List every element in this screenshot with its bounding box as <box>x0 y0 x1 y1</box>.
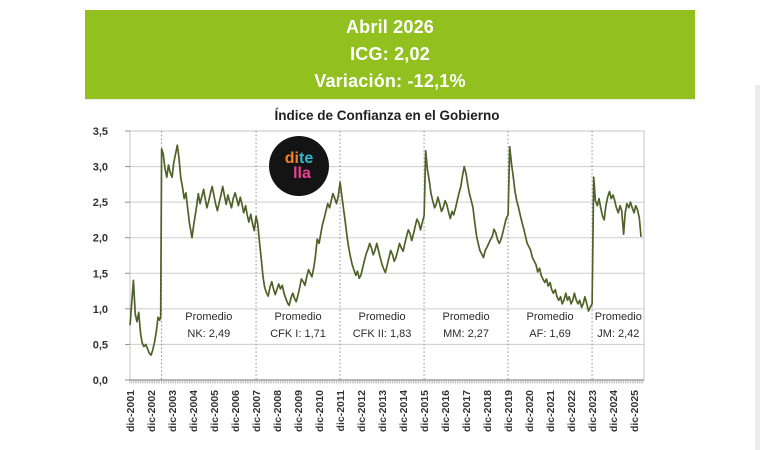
y-tick-label: 1,5 <box>93 268 108 280</box>
x-tick-label: dic-2004 <box>188 390 200 432</box>
x-axis-labels: dic-2001 dic-2002 dic-2003 dic-2004 dic-2005… <box>125 390 641 432</box>
x-tick-label: dic-2008 <box>272 390 284 432</box>
x-tick-label: dic-2022 <box>566 390 578 432</box>
logo-text-lla: lla <box>293 165 311 182</box>
x-tick-label: dic-2021 <box>545 390 557 432</box>
logo-text-di: di <box>284 150 299 167</box>
promedio-label: Promedio <box>275 311 322 323</box>
promedio-label: Promedio <box>185 311 232 323</box>
promedio-value: AF: 1,69 <box>529 328 571 340</box>
x-tick-label: dic-2024 <box>608 390 620 432</box>
promedio-label: Promedio <box>443 311 490 323</box>
y-tick-label: 1,0 <box>93 304 108 316</box>
y-tick-label: 0,0 <box>93 375 108 387</box>
ditella-logo: dite lla <box>269 136 329 196</box>
chart-title: Índice de Confianza en el Gobierno <box>274 108 500 123</box>
period-average-annotations: Promedio NK: 2,49 Promedio CFK I: 1,71 Prome… <box>185 311 642 340</box>
header-banner: Abril 2026 ICG: 2,02 Variación: -12,1% <box>85 10 695 99</box>
x-tick-label: dic-2023 <box>587 390 599 432</box>
period-separators <box>161 131 593 380</box>
promedio-label: Promedio <box>595 311 642 323</box>
plot-border <box>129 130 645 381</box>
promedio-value: MM: 2,27 <box>443 328 489 340</box>
header-variation: Variación: -12,1% <box>314 71 466 91</box>
icg-series-line <box>129 144 642 356</box>
y-tick-label: 0,5 <box>93 339 108 351</box>
x-tick-label: dic-2003 <box>167 390 179 432</box>
y-tick-label: 2,5 <box>93 197 108 209</box>
x-tick-label: dic-2025 <box>629 390 641 432</box>
y-axis-ticks <box>125 130 130 381</box>
y-tick-label: 3,5 <box>93 126 108 138</box>
x-tick-label: dic-2013 <box>377 390 389 432</box>
window-edge-strip <box>755 85 760 450</box>
promedio-value: CFK I: 1,71 <box>270 328 326 340</box>
x-tick-label: dic-2020 <box>524 390 536 432</box>
x-tick-label: dic-2006 <box>230 390 242 432</box>
x-tick-label: dic-2002 <box>146 390 158 432</box>
x-tick-label: dic-2001 <box>125 390 137 432</box>
y-tick-label: 2,0 <box>93 233 108 245</box>
promedio-label: Promedio <box>527 311 574 323</box>
header-icg-value: ICG: 2,02 <box>350 44 430 64</box>
x-tick-label: dic-2011 <box>335 390 347 432</box>
x-tick-label: dic-2005 <box>209 390 221 432</box>
x-tick-label: dic-2018 <box>482 390 494 432</box>
promedio-value: CFK II: 1,83 <box>353 328 412 340</box>
logo-text-te: te <box>298 150 314 167</box>
promedio-value: JM: 2,42 <box>597 328 639 340</box>
y-axis-labels: 0,0 0,5 1,0 1,5 2,0 2,5 3,0 3,5 <box>93 126 108 387</box>
x-tick-label: dic-2017 <box>461 390 473 432</box>
promedio-value: NK: 2,49 <box>187 328 230 340</box>
promedio-label: Promedio <box>359 311 406 323</box>
x-tick-label: dic-2014 <box>398 390 410 432</box>
x-tick-label: dic-2009 <box>293 390 305 432</box>
x-axis-month-ticks <box>129 380 644 384</box>
header-month-title: Abril 2026 <box>345 17 435 37</box>
x-tick-label: dic-2012 <box>356 390 368 432</box>
ditella-logo-line1: dite <box>284 150 314 167</box>
x-tick-label: dic-2019 <box>503 390 515 432</box>
ditella-logo-line2: lla <box>293 165 311 182</box>
x-tick-label: dic-2010 <box>314 390 326 432</box>
x-tick-label: dic-2015 <box>419 390 431 432</box>
y-tick-label: 3,0 <box>93 162 108 174</box>
x-tick-label: dic-2007 <box>251 390 263 432</box>
x-tick-label: dic-2016 <box>440 390 452 432</box>
